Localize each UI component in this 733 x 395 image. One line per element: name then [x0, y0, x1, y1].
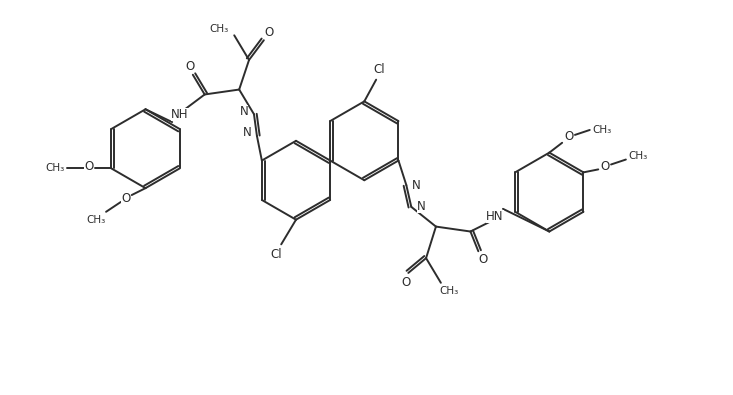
Text: O: O	[121, 192, 130, 205]
Text: CH₃: CH₃	[210, 24, 229, 34]
Text: O: O	[479, 253, 488, 265]
Text: O: O	[185, 60, 194, 73]
Text: NH: NH	[172, 108, 189, 121]
Text: N: N	[417, 200, 426, 213]
Text: N: N	[240, 105, 248, 118]
Text: CH₃: CH₃	[439, 286, 458, 296]
Text: N: N	[243, 126, 251, 139]
Text: N: N	[412, 179, 421, 192]
Text: CH₃: CH₃	[45, 164, 65, 173]
Text: O: O	[402, 276, 411, 289]
Text: O: O	[600, 160, 610, 173]
Text: O: O	[84, 160, 93, 173]
Text: CH₃: CH₃	[628, 150, 647, 161]
Text: O: O	[264, 26, 273, 39]
Text: Cl: Cl	[270, 248, 282, 261]
Text: CH₃: CH₃	[86, 215, 106, 225]
Text: Cl: Cl	[373, 63, 385, 76]
Text: O: O	[564, 130, 574, 143]
Text: HN: HN	[486, 210, 504, 223]
Text: CH₃: CH₃	[592, 125, 611, 135]
